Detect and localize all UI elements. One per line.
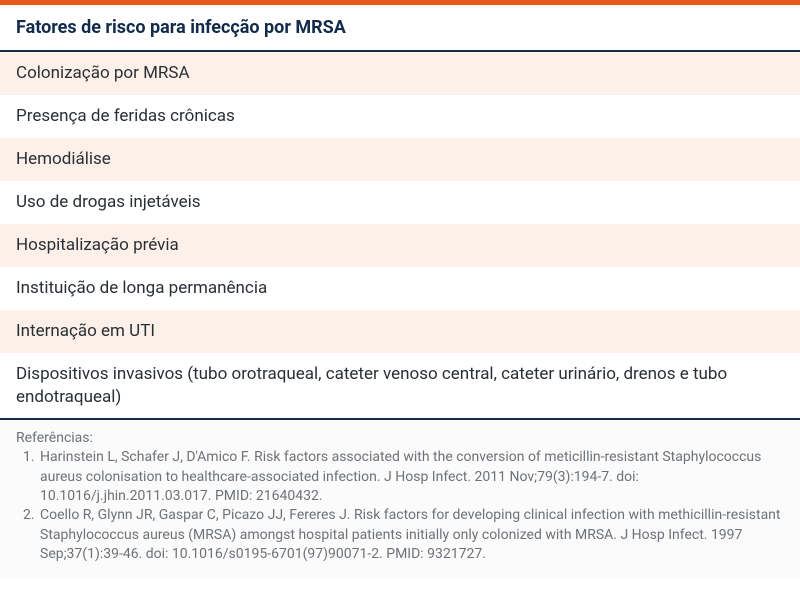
table-body: Colonização por MRSA Presença de feridas … bbox=[0, 52, 800, 418]
table-header: Fatores de risco para infecção por MRSA bbox=[0, 5, 800, 52]
table-cell: Uso de drogas injetáveis bbox=[16, 192, 201, 212]
table-row: Instituição de longa permanência bbox=[0, 267, 800, 310]
table-cell: Dispositivos invasivos (tubo orotraqueal… bbox=[16, 364, 727, 407]
table-container: Fatores de risco para infecção por MRSA … bbox=[0, 0, 800, 578]
table-cell: Colonização por MRSA bbox=[16, 63, 190, 83]
table-row: Presença de feridas crônicas bbox=[0, 95, 800, 138]
references-block: Referências: Harinstein L, Schafer J, D'… bbox=[0, 418, 800, 578]
table-title: Fatores de risco para infecção por MRSA bbox=[16, 17, 346, 38]
table-row: Dispositivos invasivos (tubo orotraqueal… bbox=[0, 353, 800, 419]
references-label: Referências: bbox=[16, 430, 784, 446]
table-row: Hemodiálise bbox=[0, 138, 800, 181]
reference-item: Harinstein L, Schafer J, D'Amico F. Risk… bbox=[38, 448, 784, 506]
table-row: Hospitalização prévia bbox=[0, 224, 800, 267]
reference-item: Coello R, Glynn JR, Gaspar C, Picazo JJ,… bbox=[38, 506, 784, 564]
references-list: Harinstein L, Schafer J, D'Amico F. Risk… bbox=[16, 448, 784, 564]
table-cell: Presença de feridas crônicas bbox=[16, 106, 235, 126]
table-row: Internação em UTI bbox=[0, 310, 800, 353]
table-cell: Internação em UTI bbox=[16, 321, 155, 341]
table-cell: Instituição de longa permanência bbox=[16, 278, 267, 298]
table-row: Uso de drogas injetáveis bbox=[0, 181, 800, 224]
table-cell: Hospitalização prévia bbox=[16, 235, 179, 255]
table-row: Colonização por MRSA bbox=[0, 52, 800, 95]
table-cell: Hemodiálise bbox=[16, 149, 111, 169]
